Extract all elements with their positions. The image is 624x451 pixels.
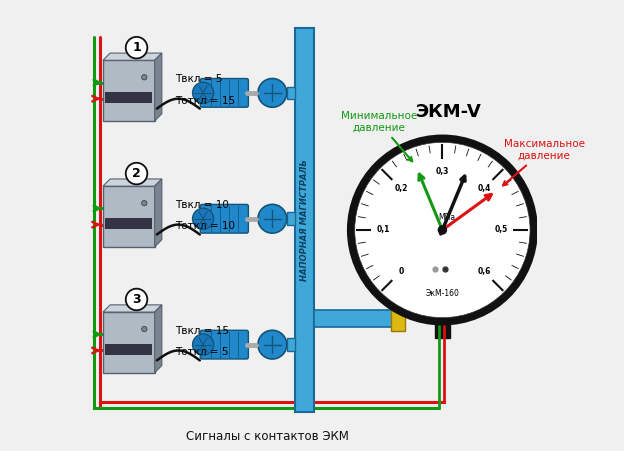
FancyBboxPatch shape (200, 204, 248, 233)
Polygon shape (155, 179, 162, 247)
Circle shape (142, 327, 147, 332)
Text: Tвкл = 15: Tвкл = 15 (175, 326, 229, 336)
Text: 3: 3 (132, 293, 141, 306)
Circle shape (438, 226, 446, 234)
Circle shape (348, 136, 537, 324)
Circle shape (193, 208, 213, 229)
Bar (103, 312, 155, 373)
Text: 0,5: 0,5 (494, 226, 508, 235)
Bar (286, 87, 295, 99)
Text: 0: 0 (398, 267, 404, 276)
Circle shape (142, 200, 147, 206)
Bar (103, 186, 155, 247)
Bar (105, 344, 152, 354)
Text: ЭКМ-V: ЭКМ-V (416, 103, 482, 121)
Text: 2: 2 (132, 167, 141, 180)
Circle shape (354, 143, 530, 318)
Bar (391, 305, 405, 331)
Text: 0,2: 0,2 (394, 184, 407, 193)
Polygon shape (155, 53, 162, 121)
Bar (105, 218, 152, 229)
Circle shape (126, 289, 147, 310)
Bar (295, 28, 314, 412)
Text: Сигналы с контактов ЭКМ: Сигналы с контактов ЭКМ (185, 430, 348, 443)
Text: Tоткл = 10: Tоткл = 10 (175, 221, 235, 231)
Polygon shape (103, 53, 162, 60)
Bar (105, 92, 152, 103)
Circle shape (142, 74, 147, 80)
Text: ЭкМ-160: ЭкМ-160 (426, 289, 459, 298)
Bar (314, 309, 397, 327)
Text: 1: 1 (132, 41, 141, 54)
Polygon shape (103, 305, 162, 312)
Text: НАПОРНАЯ МАГИСТРАЛЬ: НАПОРНАЯ МАГИСТРАЛЬ (300, 159, 309, 281)
Text: 0,3: 0,3 (436, 167, 449, 176)
Circle shape (258, 204, 286, 233)
Circle shape (258, 330, 286, 359)
Text: Tвкл = 10: Tвкл = 10 (175, 200, 229, 210)
FancyBboxPatch shape (200, 330, 248, 359)
Bar (286, 338, 295, 351)
Circle shape (126, 37, 147, 59)
Text: Максимальное
давление: Максимальное давление (503, 139, 585, 185)
Circle shape (193, 83, 213, 103)
Text: 0,1: 0,1 (377, 226, 391, 235)
Circle shape (126, 163, 147, 184)
Polygon shape (103, 179, 162, 186)
Text: 0,4: 0,4 (477, 184, 490, 193)
Circle shape (193, 334, 213, 355)
Text: 0,6: 0,6 (477, 267, 490, 276)
Bar (103, 60, 155, 121)
Text: Минимальное
давление: Минимальное давление (341, 111, 417, 161)
Text: Tоткл = 15: Tоткл = 15 (175, 96, 235, 106)
Bar (286, 212, 295, 225)
Text: Tвкл = 5: Tвкл = 5 (175, 74, 222, 84)
Bar (435, 315, 449, 338)
Text: Tоткл = 5: Tоткл = 5 (175, 347, 228, 357)
Polygon shape (155, 305, 162, 373)
Text: МПа: МПа (438, 213, 456, 222)
Circle shape (258, 78, 286, 107)
FancyBboxPatch shape (200, 78, 248, 107)
